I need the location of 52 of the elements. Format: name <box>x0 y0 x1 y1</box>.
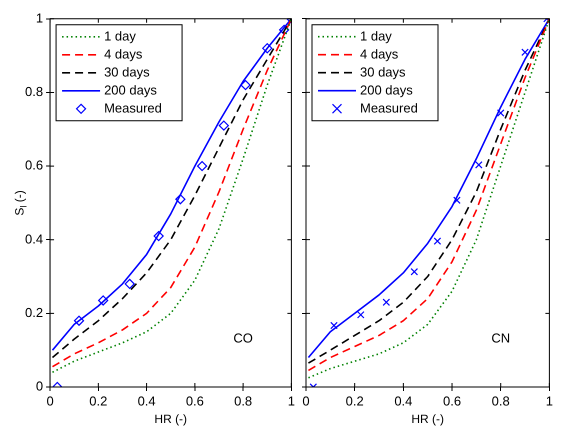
point <box>496 109 504 117</box>
point <box>330 322 338 330</box>
legend-label: Measured <box>360 100 418 116</box>
point <box>218 120 229 131</box>
y-axis-title: Sl (-) <box>12 190 28 216</box>
x-tick-label: 0.8 <box>234 393 252 408</box>
y-tick-label: 0.6 <box>24 158 44 173</box>
y-tick-label: 0.8 <box>24 84 44 100</box>
x-tick-label: 0.8 <box>492 393 510 408</box>
x-tick-label: 0.4 <box>394 393 412 408</box>
point <box>453 196 461 204</box>
point <box>262 43 272 54</box>
x-tick-label: 0 <box>46 393 54 408</box>
point <box>154 230 164 242</box>
annotation: CN <box>491 330 510 346</box>
x-tick-label: 1 <box>288 393 295 408</box>
x-tick-label: 0.2 <box>89 393 108 408</box>
legend-label: 30 days <box>104 64 150 80</box>
point <box>124 278 135 290</box>
legend-label: Measured <box>104 100 162 116</box>
y-tick-label: 1 <box>36 10 44 26</box>
legend-label: 1 day <box>104 28 136 44</box>
legend-label: 200 days <box>360 82 414 98</box>
legend-label: 4 days <box>104 46 143 62</box>
annotation: CO <box>233 330 253 346</box>
point <box>521 48 529 56</box>
point <box>279 24 290 35</box>
point <box>382 298 390 306</box>
y-tick-label: 0.2 <box>24 304 44 320</box>
x-tick-label: 0.6 <box>186 393 204 408</box>
x-tick-label: 0.4 <box>138 393 156 408</box>
point <box>98 295 108 306</box>
legend-label: 30 days <box>360 64 406 80</box>
point <box>74 316 84 326</box>
x-tick-label: 0.6 <box>442 393 462 408</box>
y-tick-label: 0.4 <box>24 231 44 246</box>
x-tick-label: 1 <box>546 393 553 408</box>
legend-label: 200 days <box>104 82 158 98</box>
point <box>197 160 208 172</box>
x-tick-label: 0.2 <box>346 393 364 408</box>
legend-label: 1 day <box>360 28 392 44</box>
x-axis-title: HR (-) <box>154 412 188 426</box>
point <box>240 80 251 90</box>
point <box>434 237 442 245</box>
x-tick-label: 0 <box>302 393 310 408</box>
point <box>475 161 483 169</box>
y-tick-label: 0 <box>36 378 44 394</box>
point <box>175 194 186 204</box>
x-axis-title: HR (-) <box>411 412 444 426</box>
point <box>356 311 365 319</box>
point <box>410 268 418 276</box>
legend-label: 4 days <box>360 46 399 62</box>
